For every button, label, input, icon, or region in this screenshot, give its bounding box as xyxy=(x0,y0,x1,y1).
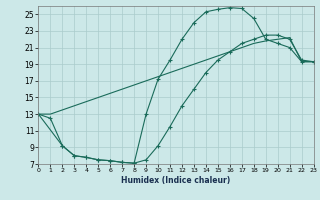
X-axis label: Humidex (Indice chaleur): Humidex (Indice chaleur) xyxy=(121,176,231,185)
